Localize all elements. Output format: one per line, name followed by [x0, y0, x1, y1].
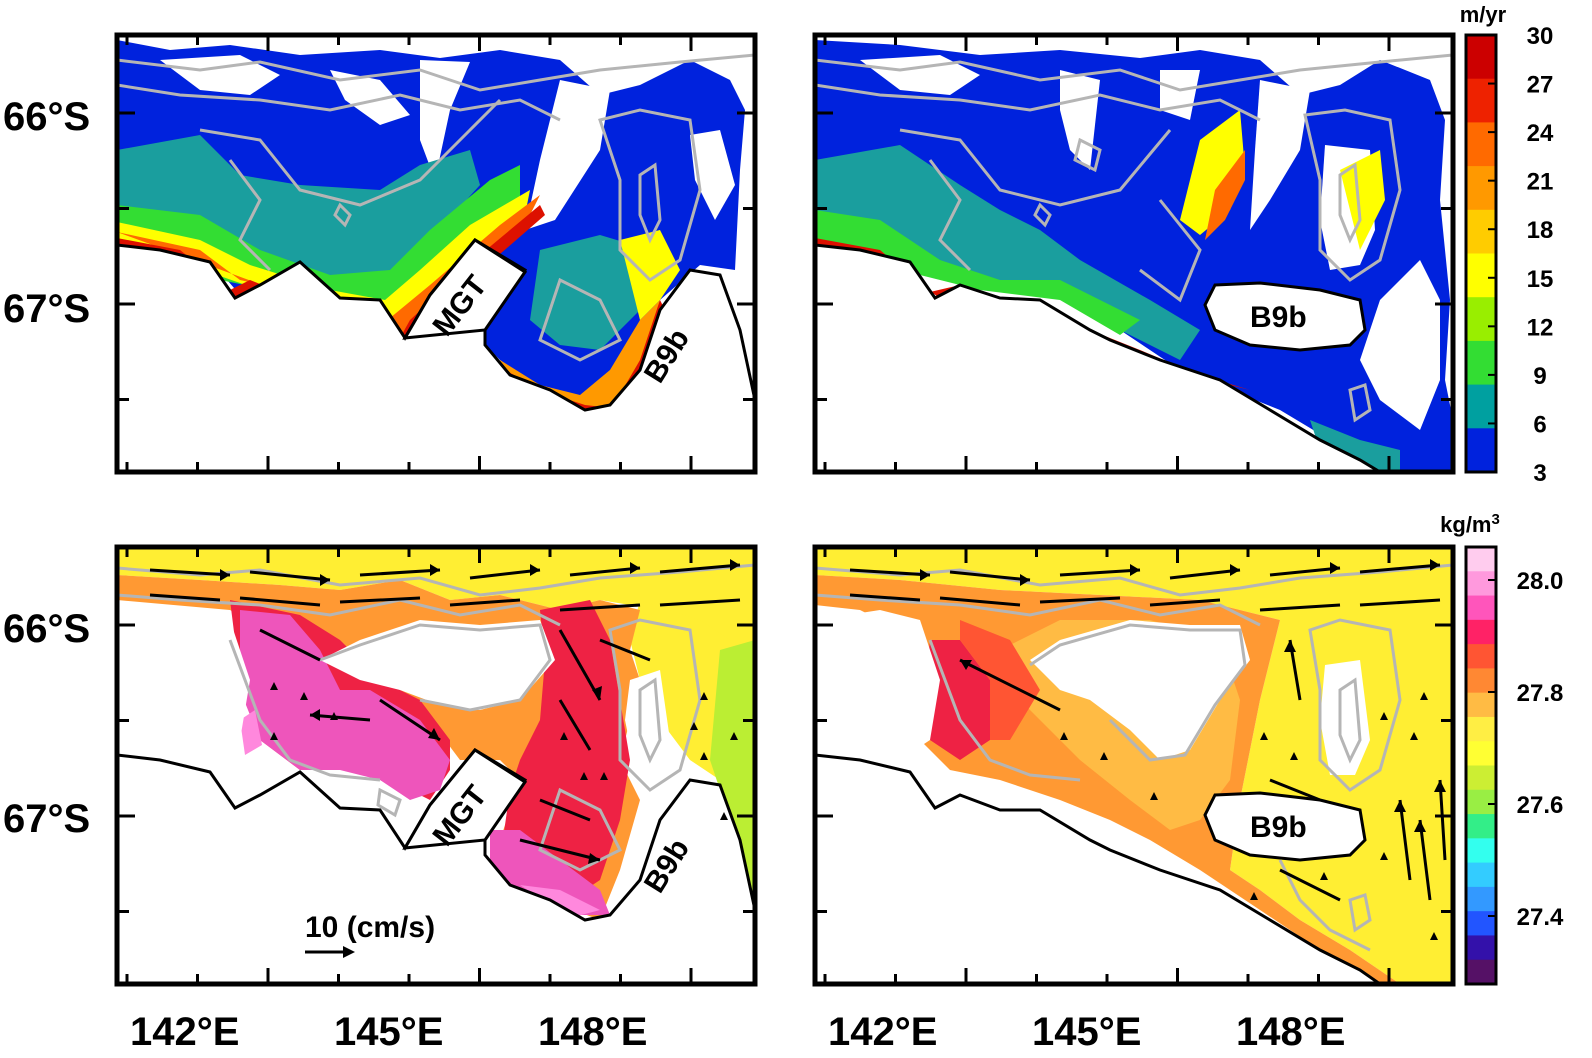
- colorbar-segment: [1466, 838, 1496, 864]
- colorbar-segment: [1466, 789, 1496, 815]
- panel-bottom-left: MGT B9b 10 (cm/s): [114, 544, 758, 987]
- colorbar-top-unit: m/yr: [1460, 2, 1507, 27]
- colorbar-segment: [1466, 814, 1496, 839]
- colorbar-segment: [1466, 428, 1496, 473]
- colorbar-segment: [1466, 253, 1496, 298]
- melt-field-teal: [117, 135, 480, 285]
- colorbar-segment: [1466, 122, 1496, 167]
- lon-label-142-right: 142°E: [828, 1010, 937, 1054]
- colorbar-segment: [1466, 340, 1496, 386]
- velocity-vectors: [149, 563, 741, 862]
- colorbar-segment: [1466, 297, 1496, 342]
- colorbar-tick-label: 27: [1527, 72, 1554, 99]
- panel-bottom-right: B9b: [812, 544, 1456, 987]
- colorbar-segment: [1466, 595, 1496, 621]
- colorbar-segment: [1466, 959, 1496, 985]
- lat-label-66-bottom: 66°S: [3, 607, 90, 651]
- colorbar-segment: [1466, 166, 1496, 211]
- colorbar-segment: [1466, 911, 1496, 936]
- colorbar-segment: [1466, 668, 1496, 694]
- colorbar-segment: [1466, 619, 1496, 645]
- colorbar-tick-label: 15: [1527, 266, 1554, 293]
- lon-label-145-left: 145°E: [334, 1010, 443, 1054]
- colorbar-melt-rate: m/yr 30 27 24 21 18 15 12 9 6 3: [1460, 2, 1554, 487]
- colorbar-segment: [1466, 692, 1496, 718]
- vector-scale-label: 10 (cm/s): [305, 911, 435, 944]
- colorbar-segment: [1466, 862, 1496, 888]
- colorbar-segment: [1466, 741, 1496, 766]
- colorbar-segment: [1466, 765, 1496, 791]
- colorbar-tick-label: 24: [1527, 120, 1554, 147]
- lat-label-67-bottom: 67°S: [3, 797, 90, 841]
- velocity-vectors: [849, 563, 1447, 902]
- colorbar-segment: [1466, 209, 1496, 254]
- colorbar-bottom-unit: kg/m3: [1440, 511, 1500, 537]
- b9b-label-bottom-right: B9b: [1250, 811, 1307, 844]
- colorbar-tick-label: 30: [1527, 23, 1554, 50]
- panel-top-left: MGT B9b: [114, 32, 758, 475]
- lon-label-148-left: 148°E: [538, 1010, 647, 1054]
- b9b-iceberg: [1203, 281, 1367, 352]
- land-mask: [117, 238, 755, 472]
- colorbar-tick-label: 27.4: [1517, 904, 1564, 931]
- density-field-yellow: [117, 547, 755, 760]
- axis-ticks: [117, 35, 1453, 984]
- colorbar-segment: [1466, 78, 1496, 123]
- lat-label-66-top: 66°S: [3, 95, 90, 139]
- colorbar-tick-label: 3: [1533, 460, 1546, 487]
- density-field-pink: [240, 610, 450, 800]
- colorbar-segment: [1466, 935, 1496, 961]
- colorbar-tick-label: 28.0: [1517, 568, 1564, 595]
- lon-label-142-left: 142°E: [130, 1010, 239, 1054]
- bathymetry-contours: [815, 563, 1453, 952]
- colorbar-segment: [1466, 644, 1496, 669]
- colorbar-segment: [1466, 886, 1496, 912]
- b9b-label-top-right: B9b: [1250, 301, 1307, 334]
- colorbar-segment: [1466, 716, 1496, 742]
- velocity-arrowheads: [920, 559, 1446, 832]
- frame-top-left: [114, 32, 758, 475]
- colorbar-tick-label: 21: [1527, 169, 1554, 196]
- small-vectors: [1060, 692, 1438, 940]
- density-field-red: [500, 600, 630, 900]
- b9b-iceberg: [1203, 791, 1367, 862]
- reference-vector: 10 (cm/s): [305, 911, 435, 958]
- colorbar-tick-label: 9: [1533, 363, 1546, 390]
- colorbar-segment: [1466, 384, 1496, 429]
- bathymetry-contours: [815, 53, 1453, 423]
- colorbar-density: kg/m3 28.0 27.8 27.6 27.4: [1440, 511, 1564, 986]
- lon-label-148-right: 148°E: [1236, 1010, 1345, 1054]
- colorbar-segment: [1466, 547, 1496, 572]
- land-mask: [815, 243, 1383, 472]
- small-vectors: [270, 682, 738, 820]
- colorbar-segment: [1466, 571, 1496, 597]
- lat-label-67-top: 67°S: [3, 287, 90, 331]
- lon-label-145-right: 145°E: [1032, 1010, 1141, 1054]
- colorbar-tick-label: 12: [1527, 314, 1554, 341]
- velocity-arrowheads: [220, 559, 740, 864]
- colorbar-tick-label: 27.8: [1517, 680, 1564, 707]
- colorbar-tick-label: 6: [1533, 411, 1546, 438]
- land-mask: [117, 748, 755, 984]
- panel-top-right: B9b: [812, 32, 1456, 475]
- frame-top-right: [812, 32, 1456, 475]
- frame-bottom-left: [114, 544, 758, 987]
- colorbar-segment: [1466, 35, 1496, 80]
- frame-bottom-right: [812, 544, 1456, 987]
- land-mask: [815, 753, 1383, 984]
- bathymetry-contours: [117, 53, 755, 362]
- colorbar-tick-label: 27.6: [1517, 792, 1564, 819]
- colorbar-tick-label: 18: [1527, 217, 1554, 244]
